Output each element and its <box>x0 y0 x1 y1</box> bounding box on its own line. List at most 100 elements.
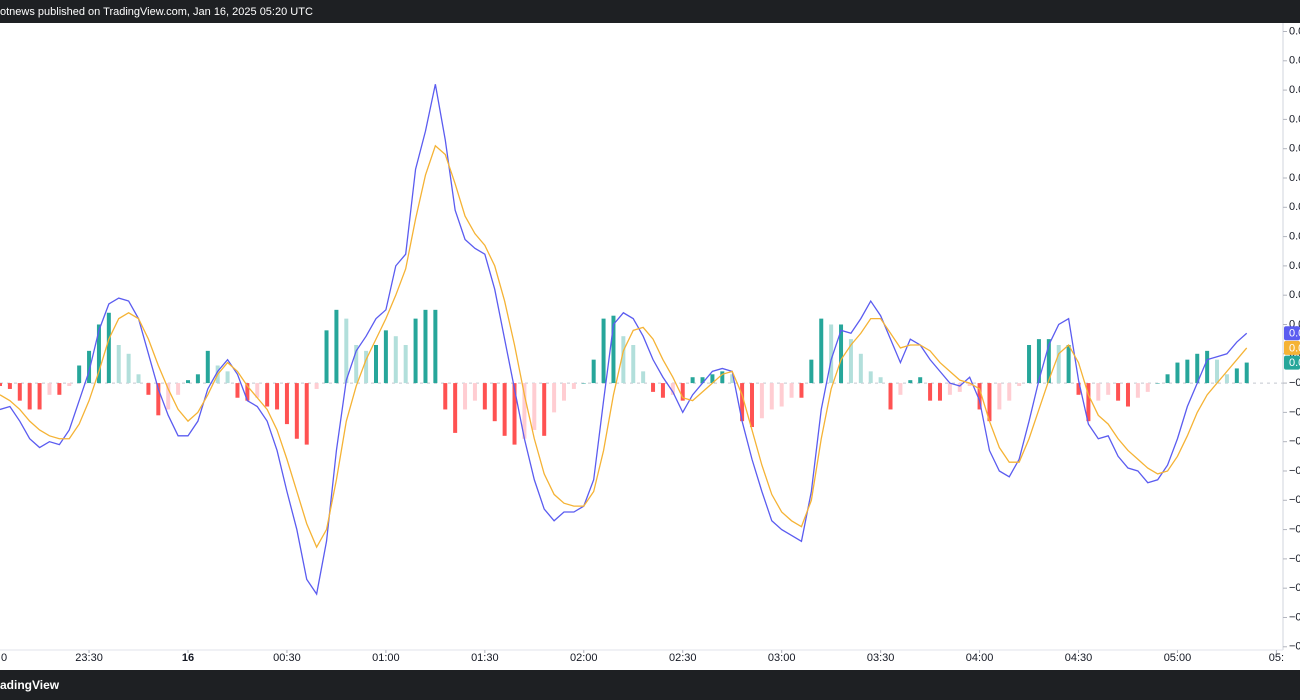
last-value-label: 0.0 <box>1289 328 1300 340</box>
histogram-bar <box>1027 344 1032 384</box>
y-tick-label: −0 <box>1289 465 1300 477</box>
histogram-bar <box>1224 374 1229 384</box>
histogram-bar <box>235 383 240 398</box>
histogram-bar <box>710 374 715 384</box>
histogram-bar <box>146 383 151 395</box>
histogram-bar <box>87 350 92 384</box>
y-tick-label: −0 <box>1289 494 1300 506</box>
histogram-bar <box>324 330 329 384</box>
last-value-badge <box>1284 340 1300 355</box>
histogram-bar <box>166 383 171 410</box>
histogram-bar <box>472 383 477 401</box>
plot-area <box>0 84 1283 596</box>
histogram-bar <box>601 318 606 384</box>
histogram-bar <box>354 344 359 384</box>
y-tick-label: 0.0 <box>1289 230 1300 242</box>
last-value-badge <box>1284 355 1300 370</box>
histogram-bar <box>67 383 72 387</box>
x-tick-label: 05:00 <box>1164 652 1192 664</box>
footer-bar <box>0 670 1300 700</box>
histogram-bar <box>829 324 834 384</box>
histogram-bar <box>730 374 735 384</box>
histogram-bar <box>690 377 695 384</box>
histogram-bar <box>275 383 280 410</box>
histogram-bar <box>848 339 853 384</box>
histogram-bar <box>334 309 339 384</box>
histogram-bar <box>492 383 497 422</box>
histogram-bar <box>512 383 517 445</box>
histogram-bar <box>304 383 309 445</box>
histogram-bar <box>1046 339 1051 384</box>
histogram-bar <box>453 383 458 433</box>
histogram-bar <box>581 383 586 384</box>
histogram-bar <box>819 318 824 384</box>
histogram-bar <box>116 344 121 384</box>
histogram-bar <box>463 383 468 410</box>
histogram-bar <box>1234 368 1239 384</box>
histogram-bar <box>1215 359 1220 384</box>
histogram-bar <box>591 359 596 384</box>
x-tick-label: 02:30 <box>669 652 697 664</box>
y-tick-label: −0 <box>1289 436 1300 448</box>
histogram-bar <box>1036 339 1041 384</box>
histogram-bar <box>957 383 962 392</box>
histogram-bar <box>502 383 507 436</box>
histogram-bar <box>888 383 893 410</box>
histogram-bar <box>621 336 626 384</box>
y-tick-label: 0.0 <box>1289 25 1300 37</box>
histogram-bar <box>1106 383 1111 395</box>
y-tick-label: 0.0 <box>1289 55 1300 67</box>
histogram-bar <box>17 383 22 401</box>
histogram-bar <box>1125 383 1130 407</box>
histogram-bar <box>641 371 646 384</box>
histogram-bar <box>423 309 428 384</box>
histogram-bar <box>195 374 200 384</box>
histogram-bar <box>245 383 250 401</box>
histogram-bar <box>987 383 992 422</box>
histogram-bar <box>344 318 349 384</box>
histogram-bar <box>37 383 42 410</box>
histogram-bar <box>413 318 418 384</box>
histogram-bar <box>1096 383 1101 401</box>
histogram-bar <box>1135 383 1140 398</box>
x-tick-label: 01:00 <box>372 652 400 664</box>
histogram-bar <box>918 377 923 384</box>
histogram-bar <box>364 350 369 384</box>
y-tick-label: −0 <box>1289 611 1300 623</box>
header-text: otnews published on TradingView.com, Jan… <box>0 6 313 18</box>
histogram-bar <box>651 383 656 392</box>
histogram-bar <box>878 377 883 384</box>
histogram-bar <box>294 383 299 439</box>
histogram-bar <box>1145 383 1150 392</box>
last-value-badge <box>1284 326 1300 341</box>
x-tick-label: 05: <box>1269 652 1284 664</box>
x-tick-label: 00:30 <box>273 652 301 664</box>
histogram-bar <box>383 330 388 384</box>
histogram-bar <box>947 383 952 395</box>
histogram-bar <box>997 383 1002 410</box>
y-tick-label: 0.0 <box>1289 172 1300 184</box>
histogram-bar <box>403 344 408 384</box>
histogram-bar <box>443 383 448 410</box>
y-tick-label: −0 <box>1289 553 1300 565</box>
histogram-bar <box>1066 344 1071 384</box>
axes: 0.00.00.00.00.00.00.00.00.00.00.00.0−0−0… <box>1 25 1300 664</box>
histogram-bar <box>1195 353 1200 384</box>
header-bar <box>0 0 1300 23</box>
histogram-bar <box>740 383 745 422</box>
histogram-bar <box>749 383 754 428</box>
footer-text: adingView <box>0 678 60 692</box>
histogram-bar <box>393 336 398 384</box>
histogram-bar <box>720 371 725 384</box>
histogram-bar <box>967 383 972 387</box>
x-tick-label: 02:00 <box>570 652 598 664</box>
histogram-bar <box>1205 350 1210 384</box>
x-tick-label: 04:00 <box>966 652 994 664</box>
histogram-bar <box>185 380 190 384</box>
histogram-bar <box>284 383 289 425</box>
histogram-bar <box>532 383 537 430</box>
histogram-bar <box>680 383 685 401</box>
histogram-bar <box>769 383 774 410</box>
